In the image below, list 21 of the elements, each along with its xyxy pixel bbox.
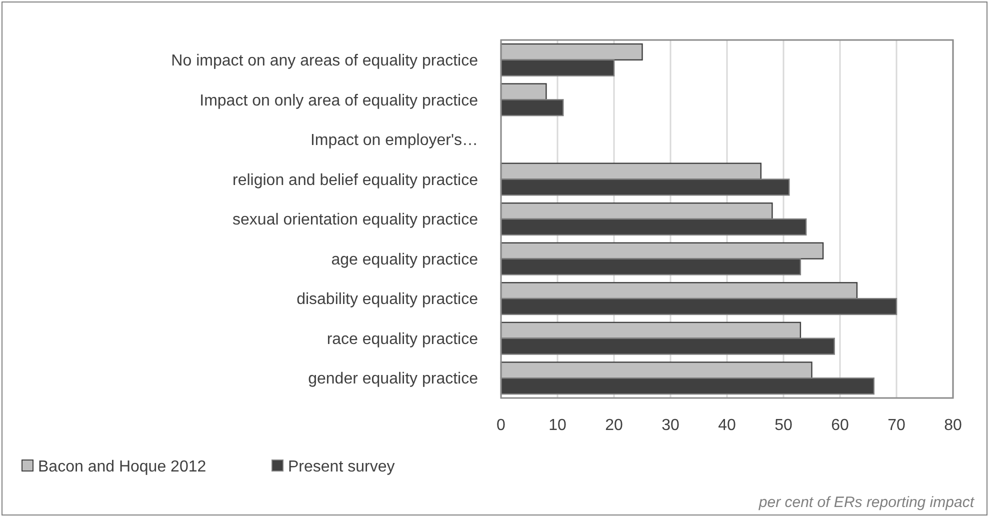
x-tick-label: 80 bbox=[944, 417, 962, 434]
x-tick-label: 50 bbox=[774, 417, 792, 434]
y-tick-label: gender equality practice bbox=[308, 370, 478, 388]
y-tick-label: Impact on employer's… bbox=[310, 132, 478, 150]
y-tick-label: race equality practice bbox=[326, 330, 478, 348]
y-tick-label: sexual orientation equality practice bbox=[232, 212, 478, 229]
x-tick-label: 40 bbox=[718, 417, 736, 434]
y-tick-label: Impact on only area of equality practice bbox=[200, 92, 478, 110]
y-tick-label: religion and belief equality practice bbox=[232, 172, 478, 189]
x-tick-label: 60 bbox=[831, 417, 849, 434]
x-tick-label: 0 bbox=[496, 417, 506, 434]
x-tick-label: 30 bbox=[662, 417, 680, 434]
legend-label: Bacon and Hoque 2012 bbox=[38, 458, 206, 476]
legend-label: Present survey bbox=[288, 458, 395, 476]
y-tick-label: No impact on any areas of equality practice bbox=[171, 52, 478, 70]
y-tick-label: age equality practice bbox=[331, 251, 478, 268]
y-tick-label: disability equality practice bbox=[296, 291, 478, 308]
text: per cent of ERs reporting impact bbox=[758, 494, 975, 511]
x-tick-label: 70 bbox=[888, 417, 906, 434]
x-tick-label: 20 bbox=[605, 417, 623, 434]
x-tick-label: 10 bbox=[548, 417, 566, 434]
